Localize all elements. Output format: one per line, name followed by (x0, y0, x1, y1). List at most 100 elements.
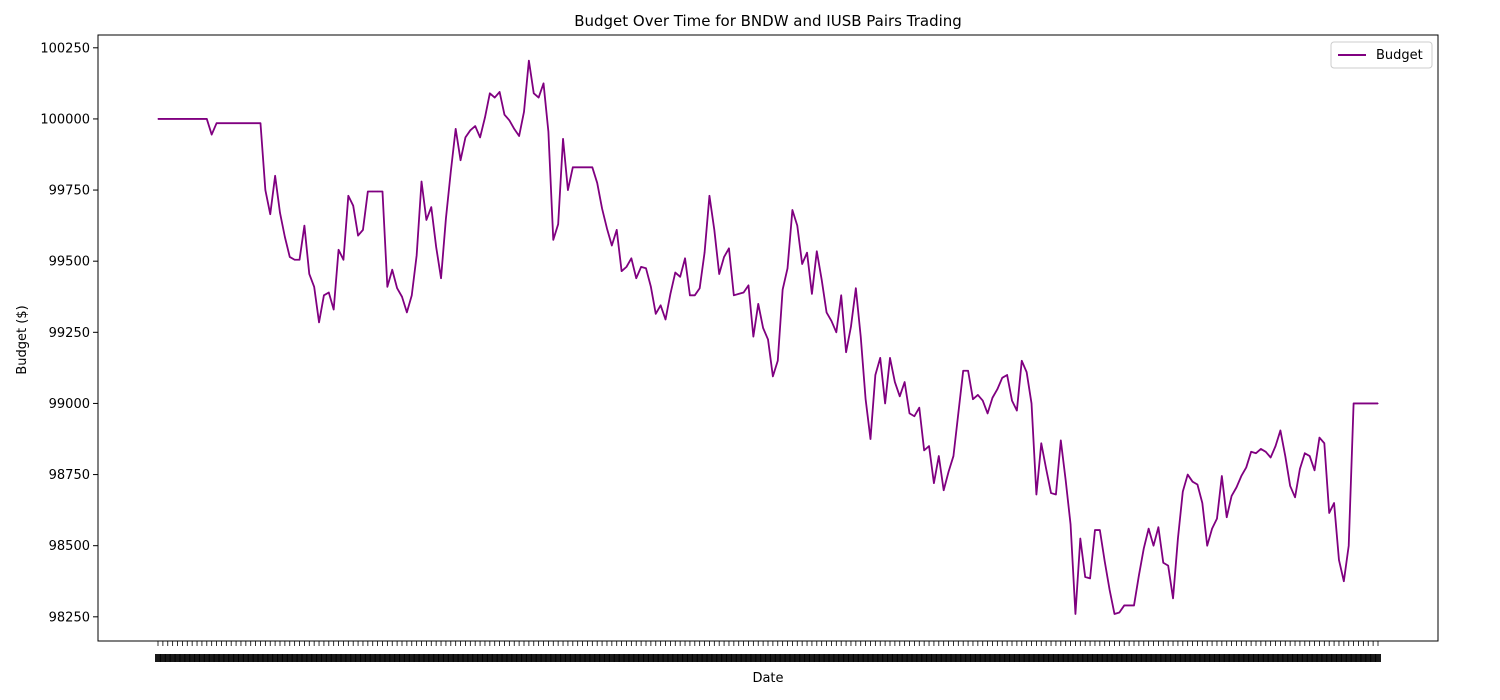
x-tick-label-glyph (1370, 654, 1377, 662)
budget-point (235, 122, 237, 124)
budget-point (1138, 574, 1140, 577)
x-tick-label-glyph (179, 654, 186, 662)
x-tick-label-glyph (1335, 654, 1342, 662)
x-tick-label-glyph (286, 654, 293, 662)
budget-point (167, 118, 169, 120)
budget-point (1318, 436, 1321, 439)
x-tick-label-glyph (1023, 654, 1030, 662)
x-tick-label-glyph (1204, 654, 1211, 662)
budget-point (425, 219, 427, 221)
x-tick-label-glyph (281, 654, 288, 662)
budget-point (923, 449, 925, 451)
x-tick-label-glyph (1321, 654, 1328, 662)
x-tick-label-glyph (364, 654, 371, 662)
x-tick-label-glyph (652, 654, 659, 662)
budget-point (1221, 475, 1223, 477)
budget-point (728, 247, 730, 249)
budget-point (806, 252, 808, 254)
budget-point (894, 381, 896, 383)
x-tick-label-glyph (325, 654, 332, 662)
x-tick-label-glyph (1248, 654, 1255, 662)
x-tick-label-glyph (345, 654, 352, 662)
budget-point (337, 249, 340, 251)
budget-point (699, 287, 701, 289)
x-tick-label-glyph (1184, 654, 1191, 662)
x-tick-label-glyph (735, 654, 742, 662)
budget-point (1250, 451, 1252, 453)
x-tick-label-glyph (1038, 654, 1045, 662)
x-tick-label-glyph (1267, 654, 1274, 662)
x-tick-label-glyph (1243, 654, 1250, 662)
budget-point (1060, 439, 1062, 442)
x-tick-label-glyph (1253, 654, 1259, 662)
x-tick-label-glyph (335, 654, 342, 662)
y-tick-label: 99000 (49, 397, 90, 412)
budget-point (313, 286, 315, 288)
x-tick-label-glyph (930, 654, 937, 662)
budget-point (445, 217, 447, 220)
x-tick-label-glyph (1052, 654, 1059, 662)
x-tick-label-glyph (711, 654, 718, 662)
budget-point (528, 60, 530, 62)
budget-point (684, 257, 686, 259)
x-tick-label-glyph (852, 654, 859, 662)
y-tick-label: 98500 (49, 539, 90, 554)
x-tick-label-glyph (481, 654, 488, 662)
budget-point (1377, 402, 1379, 405)
budget-point (1065, 479, 1067, 481)
budget-point (1201, 502, 1203, 504)
budget-point (904, 381, 906, 383)
budget-point (762, 327, 764, 329)
x-tick-label-glyph (1326, 654, 1333, 662)
x-tick-label-glyph (550, 654, 557, 662)
x-tick-label-glyph (765, 654, 771, 662)
budget-point (1187, 473, 1189, 476)
budget-point (913, 415, 916, 417)
budget-point (723, 256, 725, 258)
budget-point (611, 244, 613, 247)
x-tick-label-glyph (1360, 654, 1367, 662)
x-axis-label: Date (752, 671, 783, 686)
budget-point (274, 175, 276, 177)
budget-point (850, 326, 852, 328)
budget-point (679, 276, 681, 278)
budget-point (1191, 481, 1194, 483)
budget-point (977, 394, 979, 396)
y-tick-label: 99250 (49, 326, 90, 341)
budget-point (947, 471, 950, 473)
budget-point (1128, 604, 1130, 607)
budget-point (933, 482, 935, 484)
budget-point (703, 252, 706, 254)
budget-point (1211, 528, 1213, 530)
x-tick-label-glyph (574, 654, 581, 662)
x-tick-label-glyph (1238, 654, 1245, 662)
budget-point (1055, 493, 1057, 496)
x-tick-label-glyph (1077, 654, 1084, 662)
x-tick-label-glyph (1106, 654, 1113, 662)
budget-point (406, 311, 408, 313)
budget-point (1362, 402, 1364, 405)
legend: Budget (1330, 41, 1433, 69)
budget-point (396, 287, 398, 289)
budget-point (821, 279, 823, 281)
x-tick-label-glyph (911, 654, 918, 662)
x-tick-label-glyph (374, 654, 381, 662)
budget-point (230, 122, 232, 124)
x-tick-label-glyph (784, 654, 791, 662)
x-tick-label-glyph (306, 654, 313, 662)
x-tick-label-glyph (618, 654, 625, 662)
x-tick-label-glyph (1126, 654, 1133, 662)
x-tick-label-glyph (921, 654, 928, 662)
x-tick-label-glyph (1311, 654, 1318, 662)
budget-point (1309, 455, 1311, 457)
budget-point (967, 370, 969, 372)
budget-point (601, 207, 603, 210)
budget-point (845, 351, 847, 353)
x-tick-label-glyph (682, 654, 689, 662)
x-tick-label-glyph (462, 654, 469, 662)
budget-point (1099, 529, 1101, 531)
budget-point (557, 223, 559, 225)
budget-point (1279, 429, 1281, 432)
x-tick-label-glyph (882, 654, 889, 662)
